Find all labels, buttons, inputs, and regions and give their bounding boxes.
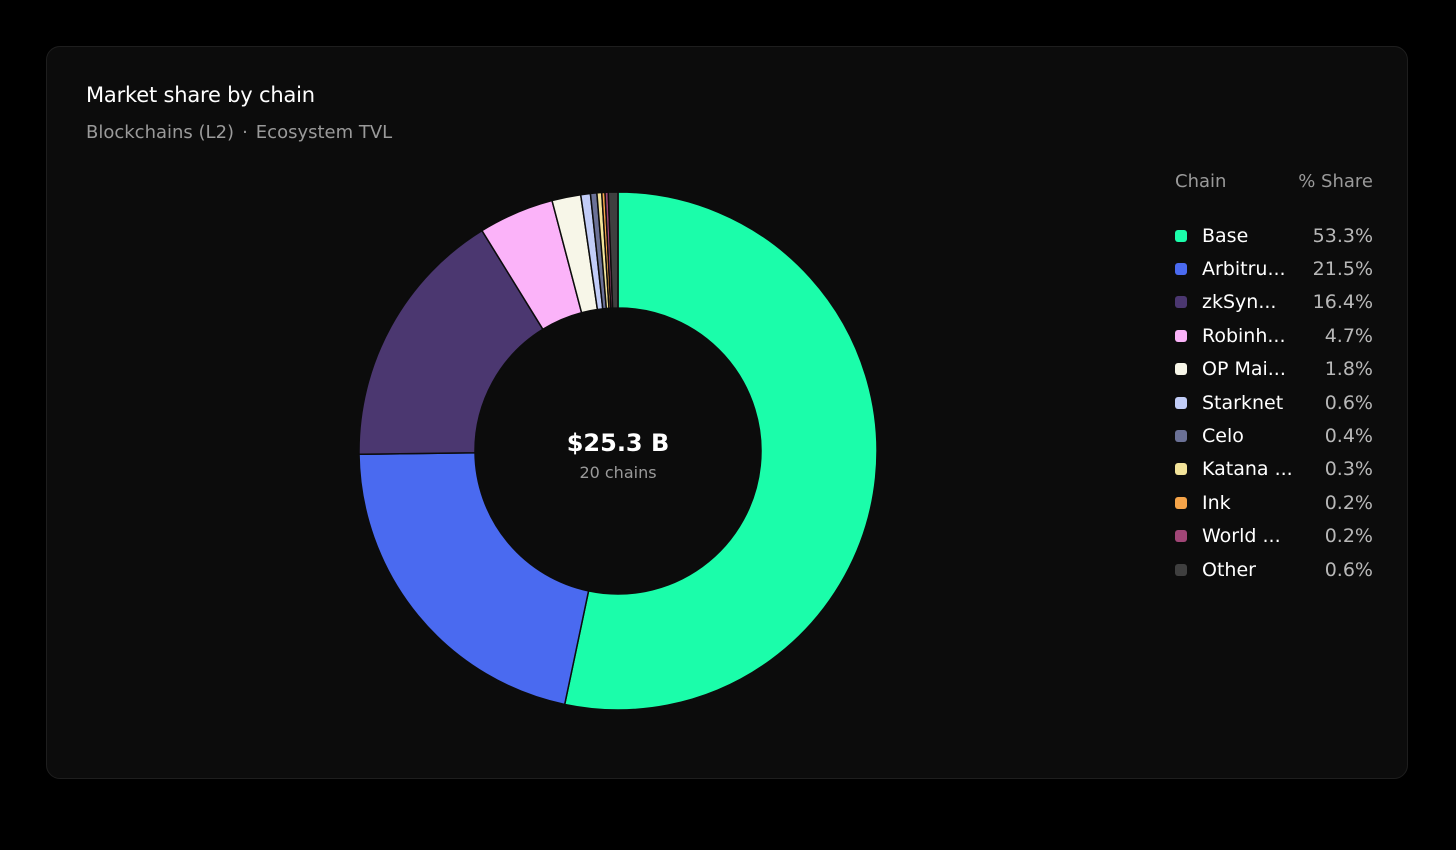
legend-swatch — [1175, 563, 1187, 576]
legend-row[interactable]: Celo 0.4% — [1175, 419, 1373, 452]
legend-header-chain: Chain — [1175, 171, 1227, 192]
legend-share-value: 0.2% — [1324, 525, 1373, 548]
legend-chain-name: Katana ... — [1202, 458, 1293, 481]
legend-row[interactable]: zkSyn... 16.4% — [1175, 286, 1373, 319]
center-total-value: $25.3 B — [567, 429, 670, 457]
legend-swatch — [1175, 263, 1187, 276]
legend-header-share: % Share — [1298, 171, 1373, 192]
legend-row[interactable]: Katana ... 0.3% — [1175, 453, 1373, 486]
legend-swatch — [1175, 496, 1187, 509]
legend-swatch — [1175, 530, 1187, 543]
legend-header: Chain % Share — [1175, 171, 1373, 199]
legend-chain-name: zkSyn... — [1202, 291, 1277, 314]
legend-share-value: 0.3% — [1324, 458, 1373, 481]
legend-share-value: 0.6% — [1324, 391, 1373, 414]
chart-subtitle: Blockchains (L2) · Ecosystem TVL — [86, 122, 392, 143]
legend-swatch — [1175, 396, 1187, 409]
donut-slices — [358, 191, 878, 711]
legend-swatch — [1175, 329, 1187, 342]
legend-row[interactable]: Base 53.3% — [1175, 219, 1373, 252]
legend-chain-name: Base — [1202, 224, 1249, 247]
legend-share-value: 53.3% — [1312, 224, 1373, 247]
legend-share-value: 21.5% — [1312, 258, 1373, 281]
legend-swatch — [1175, 296, 1187, 309]
center-chain-count: 20 chains — [579, 463, 656, 482]
chart-title: Market share by chain — [86, 83, 315, 107]
donut-chart: $25.3 B 20 chains — [358, 191, 878, 711]
legend-swatch — [1175, 430, 1187, 443]
legend-share-value: 1.8% — [1324, 358, 1373, 381]
donut-slice-1[interactable] — [563, 191, 878, 711]
legend-swatch — [1175, 363, 1187, 376]
legend-row[interactable]: World ... 0.2% — [1175, 520, 1373, 553]
legend-share-value: 0.2% — [1324, 491, 1373, 514]
legend-row[interactable]: OP Mai... 1.8% — [1175, 353, 1373, 386]
subtitle-metric: Ecosystem TVL — [255, 122, 393, 143]
legend-share-value: 0.6% — [1324, 558, 1373, 581]
legend-chain-name: OP Mai... — [1202, 358, 1286, 381]
legend-swatch — [1175, 229, 1187, 242]
legend-chain-name: Ink — [1202, 491, 1231, 514]
legend-chain-name: Robinh... — [1202, 324, 1286, 347]
legend-chain-name: Arbitru... — [1202, 258, 1286, 281]
legend-chain-name: Starknet — [1202, 391, 1284, 414]
legend-chain-name: Other — [1202, 558, 1256, 581]
donut-slice-2[interactable] — [358, 452, 590, 706]
legend-row[interactable]: Ink 0.2% — [1175, 486, 1373, 519]
legend-share-value: 16.4% — [1312, 291, 1373, 314]
legend-share-value: 0.4% — [1324, 425, 1373, 448]
subtitle-category: Blockchains (L2) — [86, 122, 235, 143]
legend-row[interactable]: Starknet 0.6% — [1175, 386, 1373, 419]
legend-swatch — [1175, 463, 1187, 476]
donut-slice-11[interactable] — [607, 191, 619, 309]
legend-row[interactable]: Arbitru... 21.5% — [1175, 252, 1373, 285]
legend-chain-name: Celo — [1202, 425, 1244, 448]
legend-chain-name: World ... — [1202, 525, 1281, 548]
chart-legend: Chain % Share Base 53.3% Arbitru... 21.5% zk… — [1175, 171, 1373, 586]
legend-share-value: 4.7% — [1324, 324, 1373, 347]
legend-row[interactable]: Other 0.6% — [1175, 553, 1373, 586]
legend-rows: Base 53.3% Arbitru... 21.5% zkSyn... 16.4% Rob… — [1175, 219, 1373, 586]
legend-row[interactable]: Robinh... 4.7% — [1175, 319, 1373, 352]
donut-slice-3[interactable] — [358, 229, 544, 456]
chart-card: Market share by chain Blockchains (L2) · E… — [46, 46, 1408, 779]
subtitle-separator: · — [242, 122, 248, 143]
